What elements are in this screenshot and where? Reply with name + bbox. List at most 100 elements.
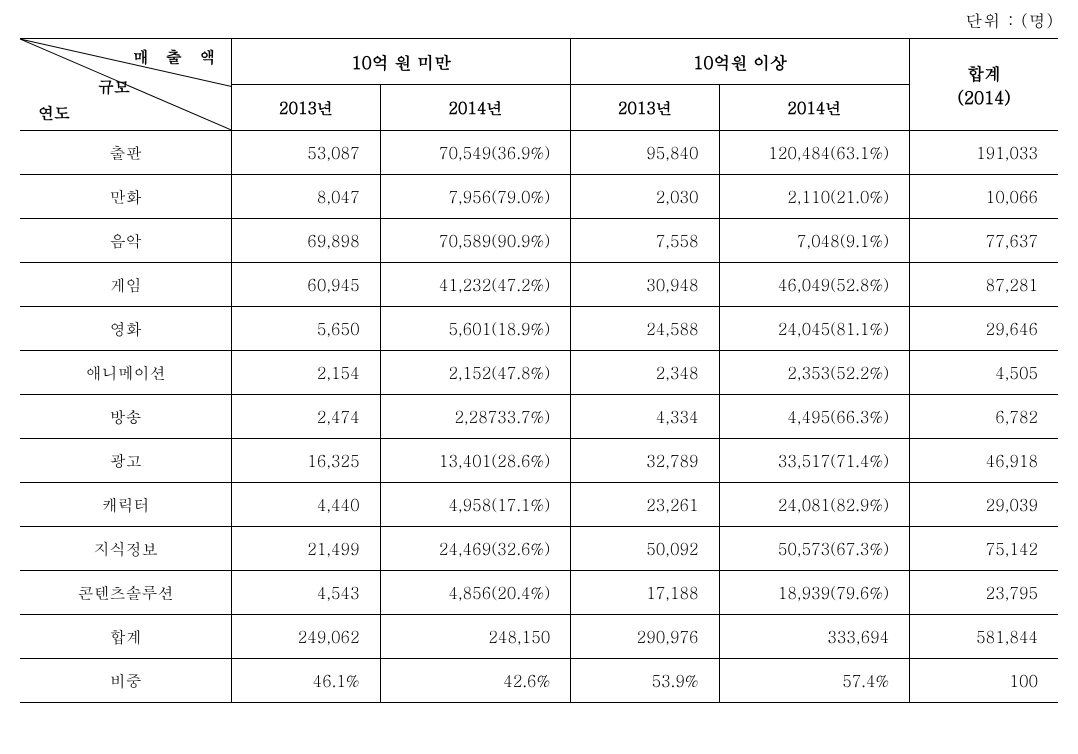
header-diagonal-cell: 매 출 액 규모 연도 [20,39,232,131]
data-cell: 53.9% [571,659,719,703]
data-cell: 24,081(82.9%) [719,483,910,527]
row-label: 지식정보 [20,527,232,571]
table-row: 영화5,6505,601(18.9%)24,58824,045(81.1%)29… [20,307,1058,351]
data-cell: 7,558 [571,219,719,263]
table-row: 만화8,0477,956(79.0%)2,0302,110(21.0%)10,0… [20,175,1058,219]
data-cell: 77,637 [910,219,1058,263]
data-cell: 24,469(32.6%) [380,527,571,571]
data-cell: 4,543 [232,571,380,615]
header-total: 합계 (2014) [910,39,1058,131]
data-cell: 2,353(52.2%) [719,351,910,395]
data-cell: 53,087 [232,131,380,175]
row-label: 게임 [20,263,232,307]
header-under-1b: 10억 원 미만 [232,39,571,85]
data-cell: 2,474 [232,395,380,439]
row-label: 애니메이션 [20,351,232,395]
data-cell: 290,976 [571,615,719,659]
row-label: 비중 [20,659,232,703]
data-cell: 50,092 [571,527,719,571]
data-cell: 2,110(21.0%) [719,175,910,219]
data-cell: 46,918 [910,439,1058,483]
data-cell: 4,334 [571,395,719,439]
data-cell: 50,573(67.3%) [719,527,910,571]
data-cell: 10,066 [910,175,1058,219]
table-row: 지식정보21,49924,469(32.6%)50,09250,573(67.3… [20,527,1058,571]
data-cell: 29,039 [910,483,1058,527]
data-cell: 2,28733.7%) [380,395,571,439]
data-cell: 57.4% [719,659,910,703]
table-row: 게임60,94541,232(47.2%)30,94846,049(52.8%)… [20,263,1058,307]
table-row: 캐릭터4,4404,958(17.1%)23,26124,081(82.9%)2… [20,483,1058,527]
data-cell: 4,440 [232,483,380,527]
data-cell: 95,840 [571,131,719,175]
data-cell: 4,958(17.1%) [380,483,571,527]
data-cell: 8,047 [232,175,380,219]
data-cell: 42.6% [380,659,571,703]
table-row: 비중46.1%42.6%53.9%57.4%100 [20,659,1058,703]
unit-label: 단위 : (명) [20,8,1058,32]
header-total-line1: 합계 [920,61,1048,85]
data-cell: 5,650 [232,307,380,351]
header-under-2013: 2013년 [232,85,380,131]
data-cell: 248,150 [380,615,571,659]
data-cell: 100 [910,659,1058,703]
header-over-2013: 2013년 [571,85,719,131]
data-cell: 41,232(47.2%) [380,263,571,307]
table-row: 애니메이션2,1542,152(47.8%)2,3482,353(52.2%)4… [20,351,1058,395]
data-cell: 13,401(28.6%) [380,439,571,483]
data-cell: 17,188 [571,571,719,615]
row-label: 광고 [20,439,232,483]
row-label: 출판 [20,131,232,175]
data-cell: 4,856(20.4%) [380,571,571,615]
data-cell: 2,030 [571,175,719,219]
data-cell: 69,898 [232,219,380,263]
table-body: 출판53,08770,549(36.9%)95,840120,484(63.1%… [20,131,1058,703]
header-over-2014: 2014년 [719,85,910,131]
header-total-line2: (2014) [920,85,1048,109]
data-cell: 32,789 [571,439,719,483]
header-diag-bottom: 연도 [38,101,70,124]
data-cell: 46,049(52.8%) [719,263,910,307]
data-cell: 120,484(63.1%) [719,131,910,175]
data-cell: 581,844 [910,615,1058,659]
data-cell: 5,601(18.9%) [380,307,571,351]
data-cell: 4,495(66.3%) [719,395,910,439]
data-cell: 21,499 [232,527,380,571]
data-cell: 2,348 [571,351,719,395]
header-under-2014: 2014년 [380,85,571,131]
header-diag-mid: 규모 [98,75,130,98]
data-cell: 2,152(47.8%) [380,351,571,395]
row-label: 만화 [20,175,232,219]
data-cell: 70,589(90.9%) [380,219,571,263]
row-label: 콘텐츠솔루션 [20,571,232,615]
data-cell: 6,782 [910,395,1058,439]
data-cell: 24,588 [571,307,719,351]
table-row: 콘텐츠솔루션4,5434,856(20.4%)17,18818,939(79.6… [20,571,1058,615]
row-label: 영화 [20,307,232,351]
row-label: 음악 [20,219,232,263]
data-cell: 23,261 [571,483,719,527]
header-diag-top: 매 출 액 [133,45,222,68]
data-cell: 2,154 [232,351,380,395]
data-cell: 87,281 [910,263,1058,307]
data-cell: 7,956(79.0%) [380,175,571,219]
row-label: 방송 [20,395,232,439]
data-cell: 33,517(71.4%) [719,439,910,483]
row-label: 합계 [20,615,232,659]
table-row: 출판53,08770,549(36.9%)95,840120,484(63.1%… [20,131,1058,175]
data-cell: 24,045(81.1%) [719,307,910,351]
table-row: 음악69,89870,589(90.9%)7,5587,048(9.1%)77,… [20,219,1058,263]
data-cell: 46.1% [232,659,380,703]
data-cell: 18,939(79.6%) [719,571,910,615]
data-cell: 191,033 [910,131,1058,175]
data-cell: 70,549(36.9%) [380,131,571,175]
row-label: 캐릭터 [20,483,232,527]
data-cell: 7,048(9.1%) [719,219,910,263]
data-cell: 60,945 [232,263,380,307]
header-over-1b: 10억원 이상 [571,39,910,85]
data-cell: 29,646 [910,307,1058,351]
table-row: 합계249,062248,150290,976333,694581,844 [20,615,1058,659]
table-row: 광고16,32513,401(28.6%)32,78933,517(71.4%)… [20,439,1058,483]
data-cell: 23,795 [910,571,1058,615]
table-row: 방송2,4742,28733.7%)4,3344,495(66.3%)6,782 [20,395,1058,439]
